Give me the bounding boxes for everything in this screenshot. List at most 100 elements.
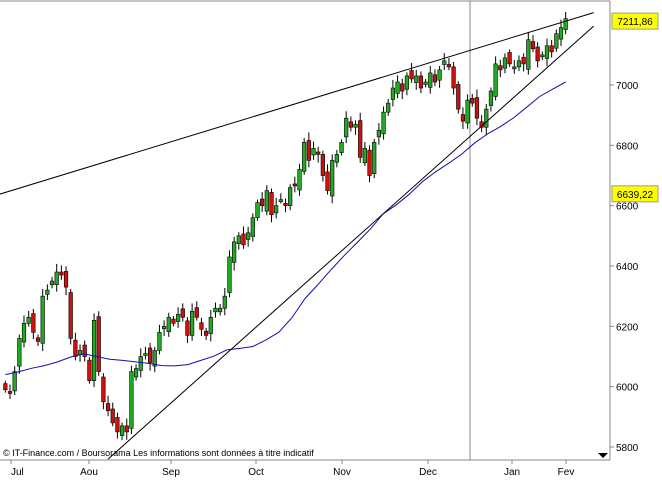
x-axis: Jul Aou Sep Oct Nov Dec Jan Fev <box>10 460 574 478</box>
lower-trendline <box>107 25 595 460</box>
candle-up <box>428 72 433 88</box>
candle-up <box>91 319 97 381</box>
candle-up <box>344 117 349 138</box>
candle-down <box>358 120 363 158</box>
moving-average-layer <box>5 81 566 376</box>
footer-disclaimer: © IT-Finance.com / Boursorama Les inform… <box>3 448 314 458</box>
candle-down <box>87 359 92 381</box>
candle-up <box>330 160 335 197</box>
candle-up <box>288 187 293 206</box>
candle-up <box>190 310 195 336</box>
candle-up <box>166 316 171 333</box>
candle-up <box>297 169 302 191</box>
candle-down <box>199 322 204 330</box>
candle-up <box>176 313 181 322</box>
candle-down <box>63 271 69 288</box>
candle-up <box>45 289 50 295</box>
candle-down <box>96 316 101 372</box>
candle-down <box>409 70 414 80</box>
candle-up <box>21 323 27 343</box>
x-tick-label: Oct <box>248 467 264 478</box>
candle-up <box>334 154 339 163</box>
candle-up <box>488 90 494 106</box>
candle-down <box>474 97 480 119</box>
candle-down <box>59 271 64 276</box>
candle-up <box>516 60 522 68</box>
candle-up <box>274 205 279 214</box>
candle-up <box>362 148 367 164</box>
candle-up <box>26 316 31 324</box>
candle-down <box>292 183 297 187</box>
candle-up <box>218 307 223 313</box>
candle-up <box>558 27 564 40</box>
candle-up <box>246 232 251 240</box>
price-badge-label: 7211,86 <box>617 17 653 28</box>
candle-down <box>110 408 115 424</box>
candle-down <box>269 192 274 216</box>
candle-up <box>502 57 508 69</box>
candle-down <box>549 45 554 53</box>
y-tick-label: 6800 <box>616 141 639 152</box>
y-tick-label: 6600 <box>616 202 639 213</box>
candle-up <box>232 241 237 263</box>
candle-up <box>376 129 381 138</box>
candle-up <box>152 350 157 367</box>
candle-down <box>185 320 190 336</box>
candle-up <box>540 54 545 58</box>
x-tick-label: Dec <box>419 467 437 478</box>
candle-down <box>470 97 475 104</box>
candle-down <box>521 56 526 65</box>
candle-down <box>68 292 73 339</box>
candle-up <box>395 81 400 94</box>
candle-up <box>381 111 386 135</box>
candle-up <box>386 102 391 113</box>
candle-up <box>512 66 517 70</box>
candle-up <box>157 332 162 351</box>
candle-up <box>17 338 22 367</box>
price-badge <box>611 185 659 203</box>
candle-up <box>302 142 307 172</box>
candle-up <box>372 142 377 174</box>
candle-down <box>400 83 405 92</box>
candle-up <box>54 271 59 286</box>
candle-down <box>535 46 540 62</box>
candle-up <box>465 99 470 124</box>
candle-up <box>161 326 167 330</box>
candle-down <box>204 330 209 336</box>
y-tick-label: 7000 <box>616 81 639 92</box>
candle-down <box>498 65 503 71</box>
candle-down <box>82 344 87 357</box>
candle-up <box>213 307 218 313</box>
candle-up <box>423 81 428 85</box>
price-badge <box>611 12 659 30</box>
candle-up <box>227 256 232 293</box>
candle-up <box>12 371 17 392</box>
candle-up <box>222 295 227 309</box>
price-badge-label: 6639,22 <box>617 190 654 201</box>
candle-up <box>339 142 344 153</box>
x-tick-label: Jul <box>11 467 24 478</box>
candle-down <box>124 425 129 433</box>
candle-down <box>105 403 111 412</box>
candle-down <box>456 84 461 110</box>
candle-up <box>208 316 213 334</box>
candle-down <box>194 307 199 318</box>
candle-down <box>530 41 536 50</box>
candle-down <box>73 339 78 357</box>
candle-down <box>446 64 452 68</box>
candle-up <box>119 425 125 436</box>
candle-up <box>250 217 255 237</box>
candle-up <box>49 280 55 286</box>
candle-down <box>101 376 106 403</box>
candle-down <box>316 151 321 155</box>
candle-up <box>311 148 316 156</box>
y-tick-label: 6400 <box>616 262 639 273</box>
candle-down <box>451 66 456 89</box>
candle-down <box>306 140 311 161</box>
candle-up <box>353 123 358 128</box>
scroll-down-arrow-icon[interactable] <box>598 453 608 458</box>
candle-down <box>35 337 41 342</box>
y-tick-label: 5800 <box>616 443 639 454</box>
candle-up <box>404 75 410 90</box>
